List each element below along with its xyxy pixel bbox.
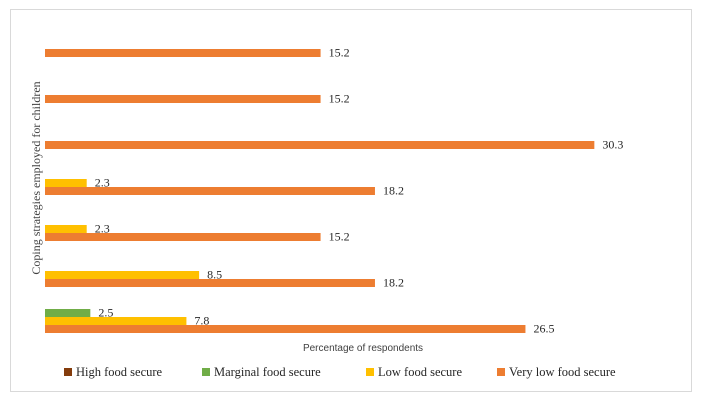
legend-label-high-food-secure: High food secure xyxy=(76,365,163,379)
data-label-marginal-food-secure-7: 2.5 xyxy=(98,306,113,320)
bar-very-low-food-secure-6 xyxy=(45,279,375,287)
bar-low-food-secure-6 xyxy=(45,271,200,279)
legend-swatch-low-food-secure xyxy=(366,368,374,376)
data-label-very-low-food-secure-5: 15.2 xyxy=(329,230,350,244)
legend: High food secure Marginal food secure Low … xyxy=(64,365,616,379)
data-label-low-food-secure-7: 7.8 xyxy=(194,314,209,328)
data-label-low-food-secure-5: 2.3 xyxy=(95,222,110,236)
bar-very-low-food-secure-3 xyxy=(45,141,595,149)
legend-label-marginal-food-secure: Marginal food secure xyxy=(214,365,321,379)
bar-low-food-secure-7 xyxy=(45,317,187,325)
legend-label-very-low-food-secure: Very low food secure xyxy=(509,365,616,379)
x-axis-title: Percentage of respondents xyxy=(303,343,423,354)
data-label-very-low-food-secure-7: 26.5 xyxy=(533,322,554,336)
bar-very-low-food-secure-2 xyxy=(45,95,321,103)
bars-group xyxy=(45,49,595,333)
value-labels-group: 15.2 15.2 30.3 2.3 18.2 2.3 15.2 8.5 18.2 2.5 7.8 2… xyxy=(95,46,624,336)
bar-very-low-food-secure-7 xyxy=(45,325,526,333)
data-label-very-low-food-secure-1: 15.2 xyxy=(329,46,350,60)
bar-marginal-food-secure-7 xyxy=(45,309,91,317)
bar-low-food-secure-5 xyxy=(45,225,87,233)
bar-very-low-food-secure-4 xyxy=(45,187,375,195)
data-label-very-low-food-secure-6: 18.2 xyxy=(383,276,404,290)
bar-very-low-food-secure-1 xyxy=(45,49,321,57)
legend-label-low-food-secure: Low food secure xyxy=(378,365,462,379)
bar-very-low-food-secure-5 xyxy=(45,233,321,241)
y-axis-title: Coping strategies employed for children xyxy=(29,81,43,274)
data-label-very-low-food-secure-4: 18.2 xyxy=(383,184,404,198)
data-label-very-low-food-secure-3: 30.3 xyxy=(602,138,623,152)
data-label-low-food-secure-4: 2.3 xyxy=(95,176,110,190)
legend-swatch-marginal-food-secure xyxy=(202,368,210,376)
data-label-very-low-food-secure-2: 15.2 xyxy=(329,92,350,106)
legend-swatch-high-food-secure xyxy=(64,368,72,376)
bar-low-food-secure-4 xyxy=(45,179,87,187)
data-label-low-food-secure-6: 8.5 xyxy=(207,268,222,282)
legend-swatch-very-low-food-secure xyxy=(497,368,505,376)
